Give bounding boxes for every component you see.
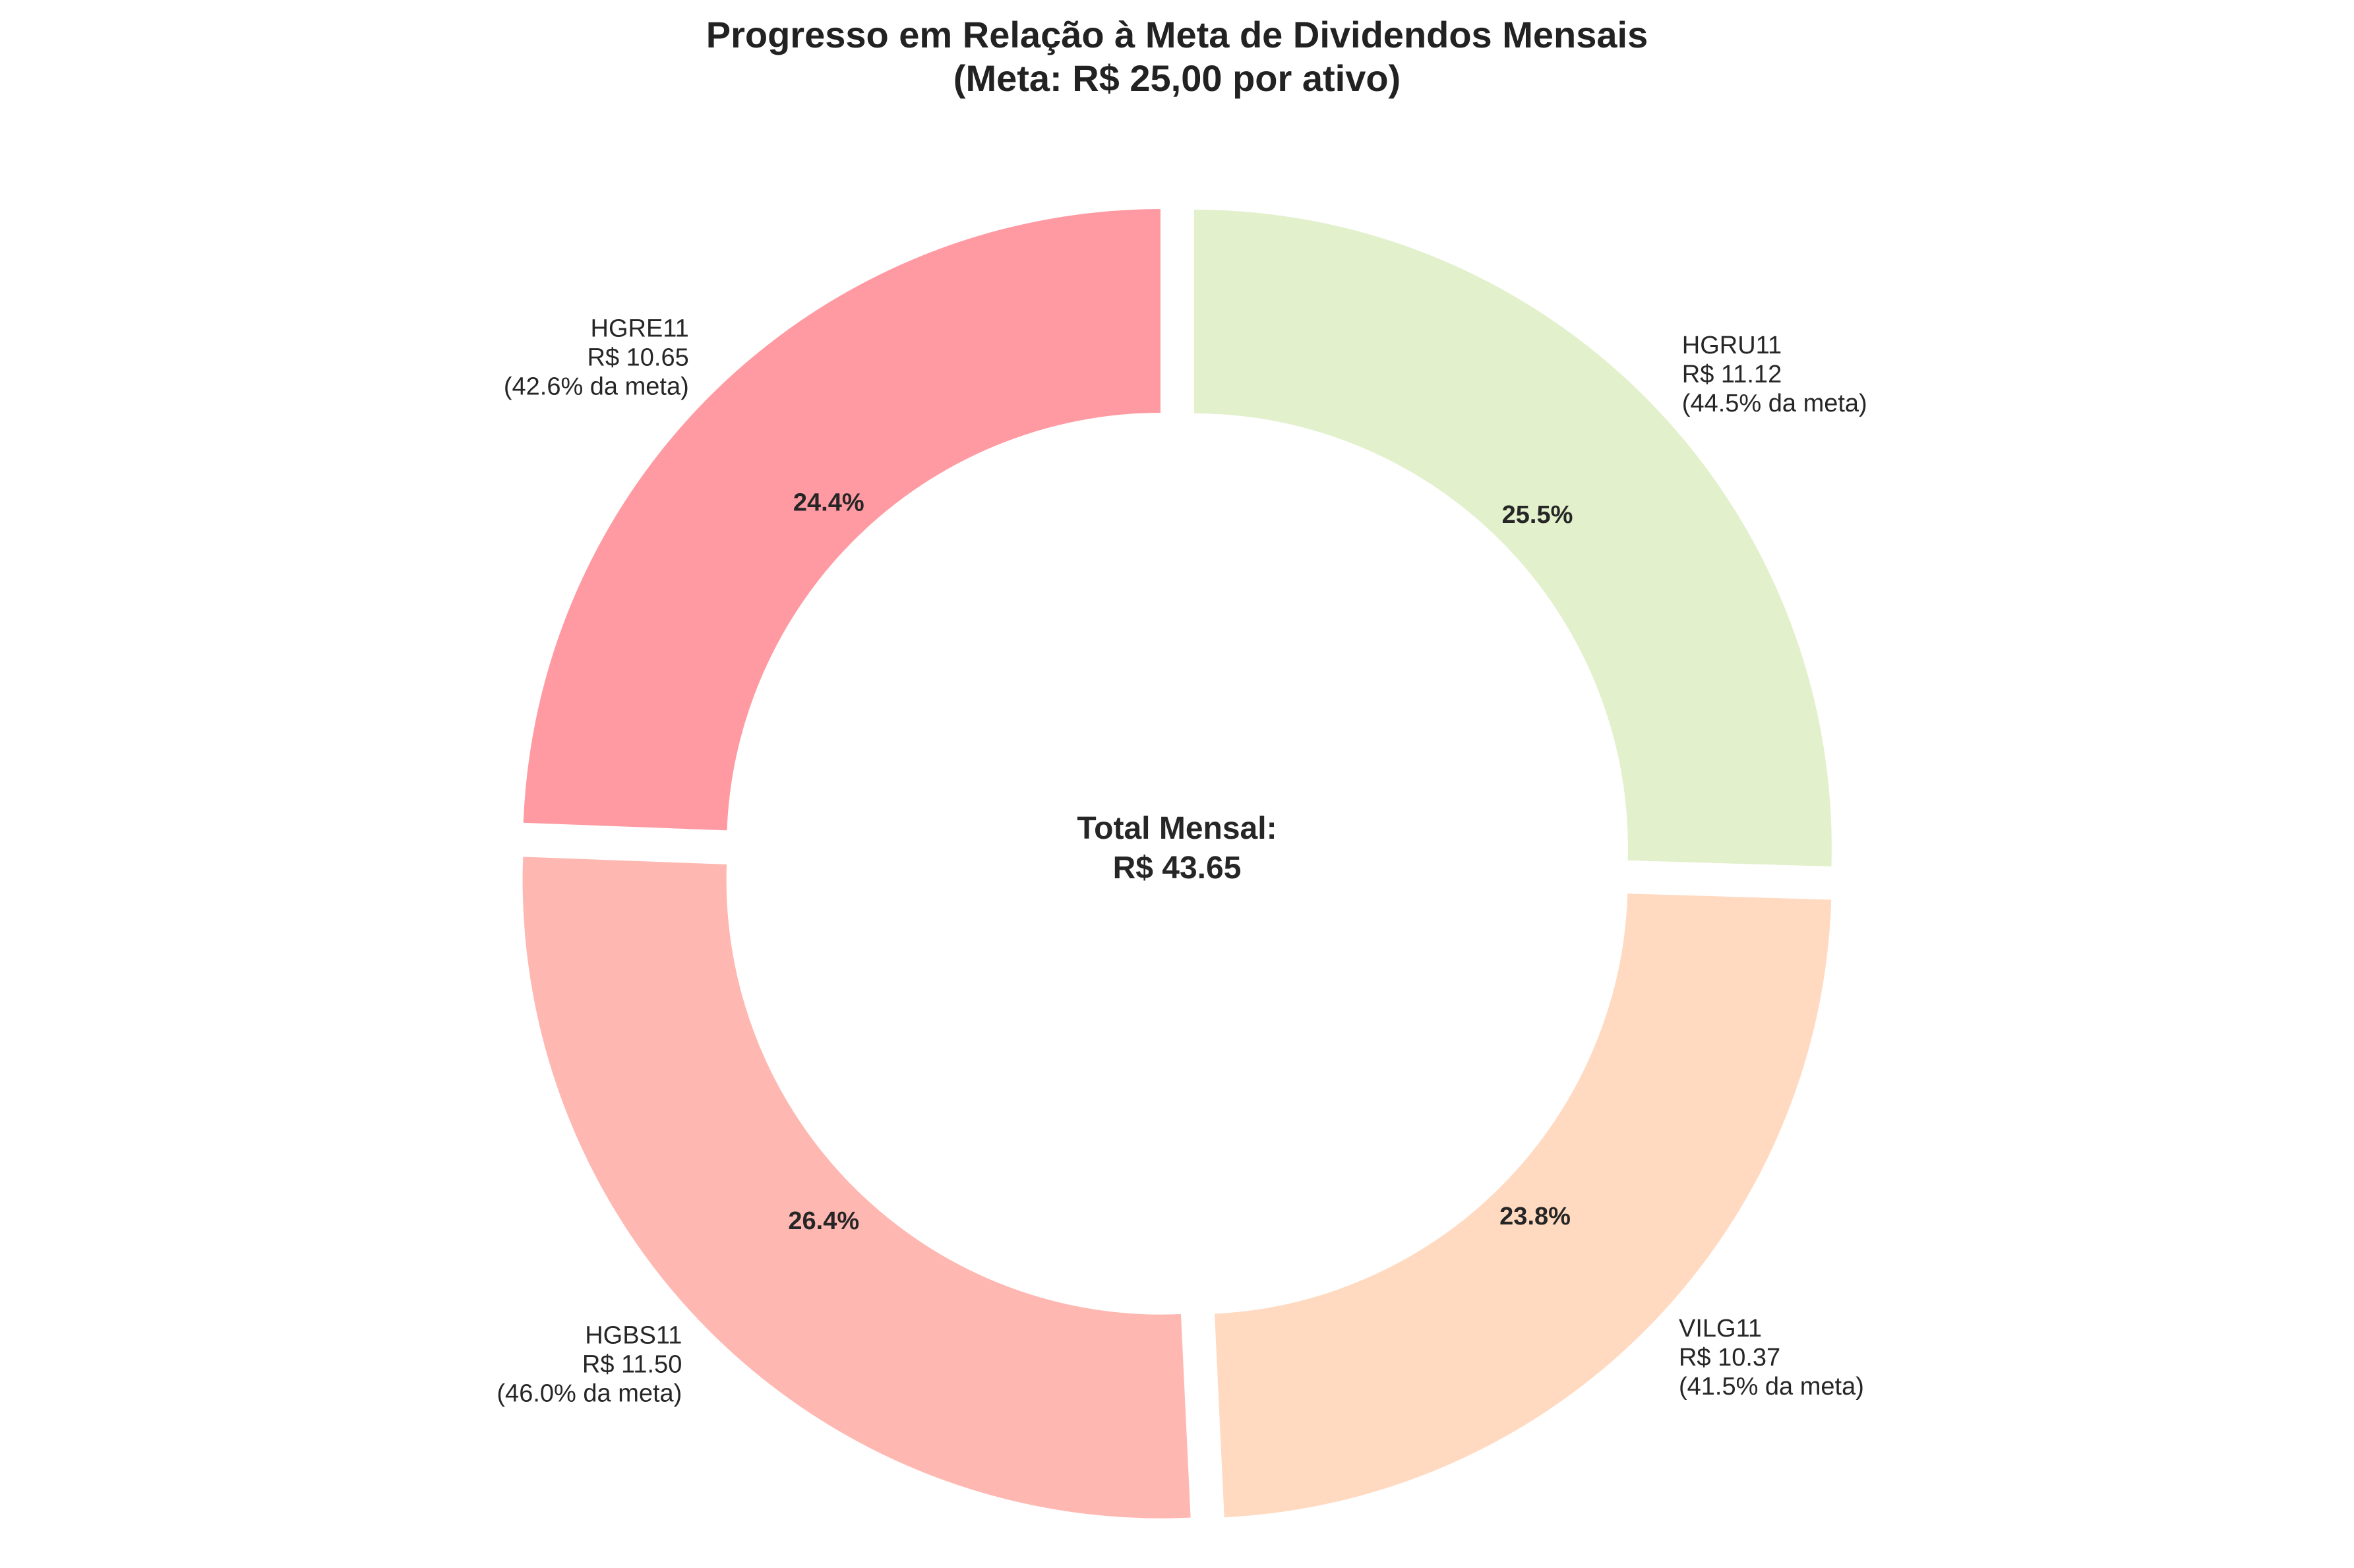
center-total-label: Total Mensal: bbox=[1077, 811, 1277, 846]
pct-label-hgre11: 24.4% bbox=[793, 489, 864, 517]
outer-label-line: (41.5% da meta) bbox=[1679, 1373, 1864, 1401]
slice-vilg11 bbox=[1212, 891, 1834, 1520]
slice-hgru11 bbox=[1192, 207, 1834, 869]
outer-label-line: (44.5% da meta) bbox=[1682, 390, 1867, 417]
outer-label-line: R$ 10.37 bbox=[1679, 1344, 1780, 1372]
outer-label-line: R$ 11.50 bbox=[582, 1350, 682, 1378]
pct-label-hgbs11: 26.4% bbox=[788, 1207, 859, 1235]
center-total-value: R$ 43.65 bbox=[1113, 851, 1242, 886]
chart-title: Progresso em Relação à Meta de Dividendo… bbox=[706, 14, 1648, 99]
center-total: Total Mensal: R$ 43.65 bbox=[1077, 811, 1277, 886]
outer-label-line: VILG11 bbox=[1679, 1315, 1762, 1342]
slice-hgbs11 bbox=[520, 855, 1193, 1521]
outer-label-line: (42.6% da meta) bbox=[504, 373, 689, 401]
outer-label-line: R$ 10.65 bbox=[588, 344, 689, 372]
outer-label-line: HGRE11 bbox=[591, 315, 689, 343]
outer-label-line: (46.0% da meta) bbox=[497, 1379, 682, 1407]
chart-title-line-1: Progresso em Relação à Meta de Dividendo… bbox=[706, 14, 1648, 55]
outer-label-line: HGRU11 bbox=[1682, 332, 1782, 359]
slice-hgre11 bbox=[521, 207, 1162, 833]
outer-label-line: R$ 11.12 bbox=[1682, 361, 1782, 388]
outer-label-line: HGBS11 bbox=[585, 1321, 682, 1349]
pct-label-vilg11: 23.8% bbox=[1499, 1203, 1571, 1230]
pct-label-hgru11: 25.5% bbox=[1502, 501, 1573, 529]
chart-title-line-2: (Meta: R$ 25,00 por ativo) bbox=[953, 57, 1401, 99]
percent-labels: 25.5% 23.8% 26.4% 24.4% bbox=[788, 489, 1573, 1236]
donut-slices bbox=[520, 207, 1834, 1521]
